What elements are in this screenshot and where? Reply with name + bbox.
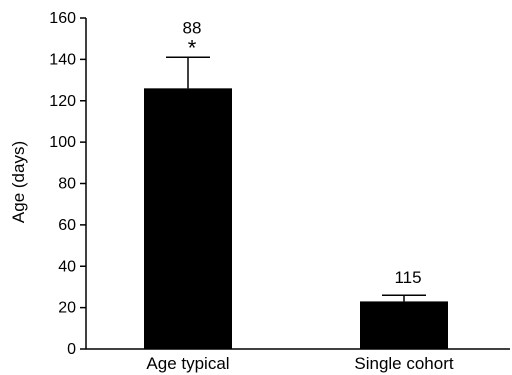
y-tick-label: 20 (58, 300, 76, 317)
bar-data-label: 115 (394, 268, 421, 287)
significance-marker: * (188, 35, 197, 60)
y-tick-label: 80 (58, 176, 76, 193)
bar (360, 301, 448, 349)
y-tick-label: 0 (67, 341, 76, 358)
x-axis-categories: Age typical Single cohort (146, 354, 453, 373)
bar-data-label: 88 (183, 18, 202, 37)
y-tick-label: 100 (49, 134, 76, 151)
bar (144, 88, 232, 350)
x-category-label: Age typical (146, 354, 229, 373)
y-axis-ticks: 0 20 40 60 80 100 120 140 160 (49, 10, 86, 358)
bar-annotations: 88* 115 (183, 18, 422, 287)
y-tick-label: 140 (49, 51, 76, 68)
bars (144, 56, 448, 350)
y-axis-title: Age (days) (9, 141, 28, 223)
y-tick-label: 40 (58, 258, 76, 275)
y-tick-label: 120 (49, 93, 76, 110)
y-tick-label: 160 (49, 10, 76, 27)
y-tick-label: 60 (58, 217, 76, 234)
x-category-label: Single cohort (354, 354, 454, 373)
